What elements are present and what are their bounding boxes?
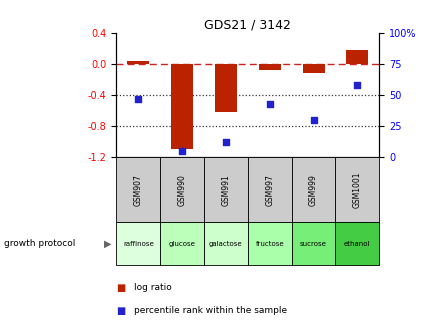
Point: [222, 139, 229, 145]
Point: [135, 96, 141, 101]
Text: GSM990: GSM990: [177, 174, 186, 206]
Text: log ratio: log ratio: [133, 283, 171, 292]
FancyBboxPatch shape: [116, 157, 160, 222]
FancyBboxPatch shape: [160, 222, 203, 265]
FancyBboxPatch shape: [116, 222, 160, 265]
Bar: [302, 64, 324, 73]
FancyBboxPatch shape: [335, 157, 378, 222]
FancyBboxPatch shape: [291, 157, 335, 222]
Text: ethanol: ethanol: [343, 241, 370, 247]
Point: [353, 82, 360, 88]
Text: growth protocol: growth protocol: [4, 239, 76, 248]
Text: raffinose: raffinose: [123, 241, 154, 247]
Point: [310, 117, 316, 122]
Point: [266, 101, 273, 106]
Text: galactose: galactose: [209, 241, 242, 247]
FancyBboxPatch shape: [335, 222, 378, 265]
Text: glucose: glucose: [168, 241, 195, 247]
FancyBboxPatch shape: [291, 222, 335, 265]
Bar: [346, 50, 368, 64]
Text: fructose: fructose: [255, 241, 283, 247]
Bar: [258, 64, 280, 70]
Text: sucrose: sucrose: [299, 241, 326, 247]
Title: GDS21 / 3142: GDS21 / 3142: [204, 19, 291, 31]
FancyBboxPatch shape: [203, 157, 247, 222]
Bar: [127, 61, 149, 64]
FancyBboxPatch shape: [203, 222, 247, 265]
Bar: [171, 64, 193, 149]
Text: ■: ■: [116, 306, 125, 316]
FancyBboxPatch shape: [247, 157, 291, 222]
Text: percentile rank within the sample: percentile rank within the sample: [133, 306, 286, 315]
Point: [178, 148, 185, 153]
Text: GSM999: GSM999: [308, 174, 317, 206]
Text: ▶: ▶: [104, 239, 111, 249]
Text: GSM907: GSM907: [133, 174, 142, 206]
Text: GSM1001: GSM1001: [352, 171, 361, 208]
FancyBboxPatch shape: [160, 157, 203, 222]
Text: ■: ■: [116, 283, 125, 293]
FancyBboxPatch shape: [247, 222, 291, 265]
Bar: [215, 64, 236, 112]
Text: GSM997: GSM997: [264, 174, 273, 206]
Text: GSM991: GSM991: [221, 174, 230, 206]
